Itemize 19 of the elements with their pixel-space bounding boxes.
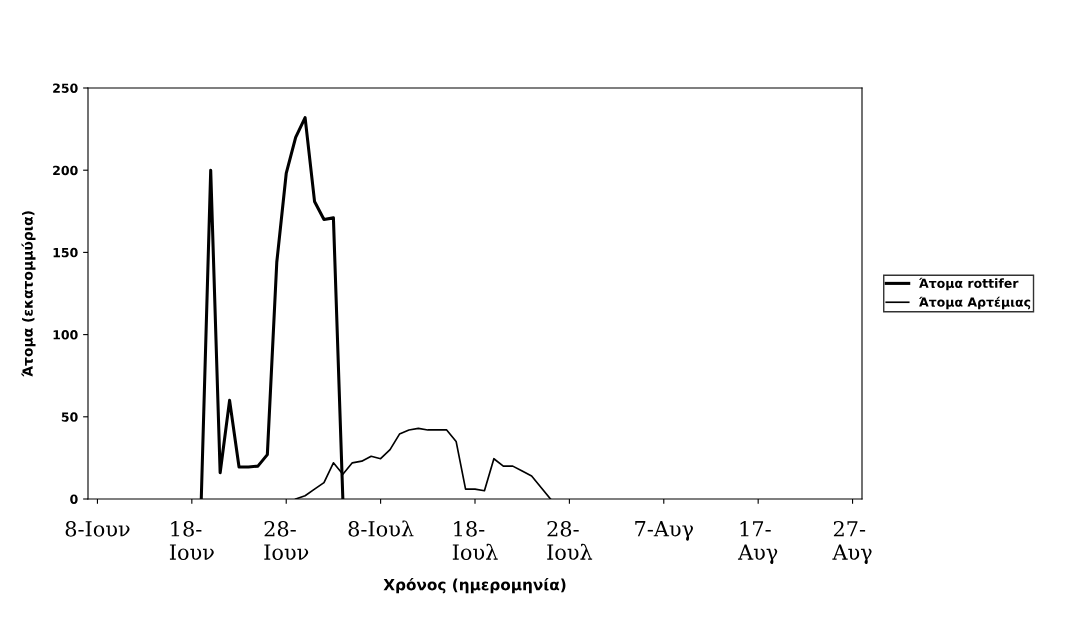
- x-tick-label: 27- Αυγ: [832, 520, 872, 565]
- y-tick-label: 0: [70, 494, 78, 504]
- y-tick-label: 150: [53, 247, 78, 258]
- y-tick-label: 200: [53, 165, 78, 176]
- x-tick-label: 18- Ιουν: [169, 520, 214, 560]
- x-tick-label: 28- Ιουλ: [547, 520, 593, 560]
- x-tick-label: 28- Ιουν: [264, 520, 309, 560]
- legend-label: Άτομα rottifer: [919, 277, 1019, 291]
- x-tick-label: 18- Ιουλ: [452, 520, 498, 560]
- x-tick-label: 8-Ιουλ: [348, 520, 414, 537]
- x-tick-label: 7-Αυγ: [635, 521, 693, 541]
- y-tick-label: 50: [61, 412, 78, 422]
- x-tick-label: 8-Ιουν: [65, 520, 130, 537]
- x-axis-title: Χρόνος (ημερομηνία): [383, 577, 566, 594]
- legend-label: Άτομα Αρτέμιας: [919, 296, 1031, 310]
- y-tick-label: 100: [53, 330, 78, 340]
- x-tick-label: 17- Αυγ: [737, 520, 778, 565]
- y-axis-title: Άτομα (εκατομμύρια): [21, 211, 36, 377]
- y-tick-label: 250: [53, 83, 78, 93]
